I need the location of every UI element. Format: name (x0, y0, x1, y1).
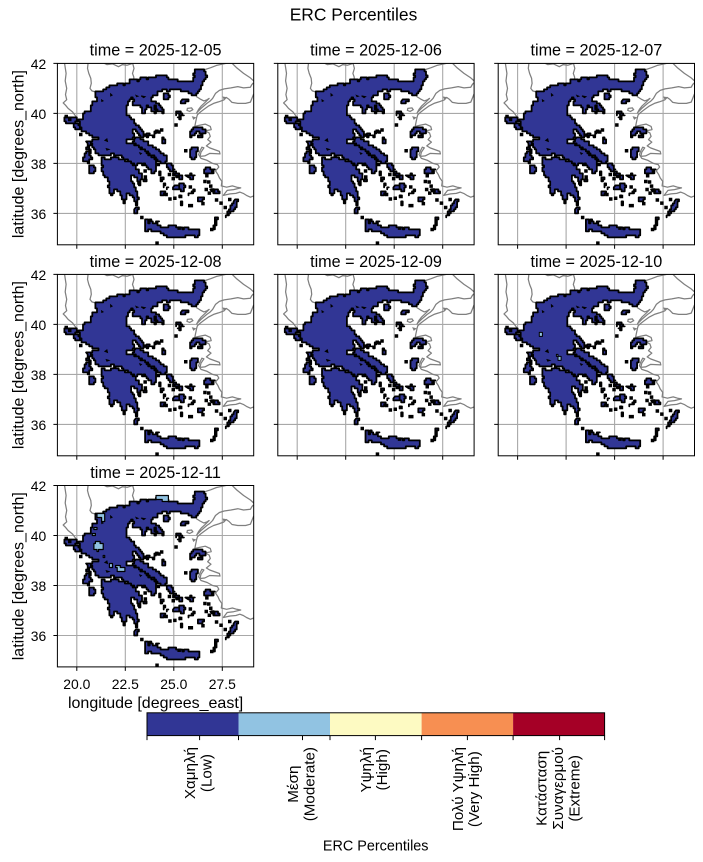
svg-text:42: 42 (31, 267, 47, 283)
svg-text:38: 38 (31, 578, 47, 594)
svg-text:(Moderate): (Moderate) (301, 747, 318, 821)
svg-text:Υψηλή: Υψηλή (358, 747, 375, 792)
svg-text:latitude [degrees_north]: latitude [degrees_north] (10, 492, 27, 660)
svg-text:42: 42 (31, 478, 47, 494)
svg-text:(Extreme): (Extreme) (567, 755, 584, 822)
svg-text:(Low): (Low) (198, 754, 215, 792)
svg-text:ERC Percentiles: ERC Percentiles (290, 5, 418, 25)
svg-text:time = 2025-12-10: time = 2025-12-10 (530, 253, 662, 271)
svg-text:Χαμηλή: Χαμηλή (182, 747, 199, 799)
svg-text:40: 40 (31, 106, 47, 122)
svg-text:27.5: 27.5 (209, 676, 236, 692)
svg-text:time = 2025-12-11: time = 2025-12-11 (90, 464, 221, 482)
svg-text:Κατάσταση: Κατάσταση (534, 751, 551, 826)
svg-text:time = 2025-12-08: time = 2025-12-08 (90, 253, 222, 271)
svg-text:Πολύ Υψηλή: Πολύ Υψηλή (450, 747, 467, 831)
svg-text:latitude [degrees_north]: latitude [degrees_north] (10, 70, 27, 238)
svg-text:time = 2025-12-06: time = 2025-12-06 (310, 42, 442, 60)
svg-text:ERC Percentiles: ERC Percentiles (323, 838, 429, 854)
svg-text:time = 2025-12-05: time = 2025-12-05 (90, 42, 222, 60)
svg-text:38: 38 (31, 367, 47, 383)
svg-text:latitude [degrees_north]: latitude [degrees_north] (10, 281, 27, 449)
svg-text:longitude [degrees_east]: longitude [degrees_east] (68, 695, 243, 712)
svg-text:time = 2025-12-07: time = 2025-12-07 (530, 42, 662, 60)
svg-text:20.0: 20.0 (63, 676, 90, 692)
svg-text:time = 2025-12-09: time = 2025-12-09 (310, 253, 442, 271)
svg-text:36: 36 (31, 206, 47, 222)
svg-text:36: 36 (31, 417, 47, 433)
svg-text:40: 40 (31, 528, 47, 544)
svg-text:(High): (High) (374, 749, 391, 790)
svg-text:Μέση: Μέση (285, 766, 302, 803)
svg-text:42: 42 (31, 56, 47, 72)
svg-text:36: 36 (31, 628, 47, 644)
svg-text:Συναγερμού: Συναγερμού (550, 747, 567, 830)
svg-text:38: 38 (31, 156, 47, 172)
svg-text:(Very High): (Very High) (466, 751, 483, 827)
svg-text:25.0: 25.0 (160, 676, 187, 692)
svg-text:40: 40 (31, 317, 47, 333)
svg-text:22.5: 22.5 (112, 676, 139, 692)
